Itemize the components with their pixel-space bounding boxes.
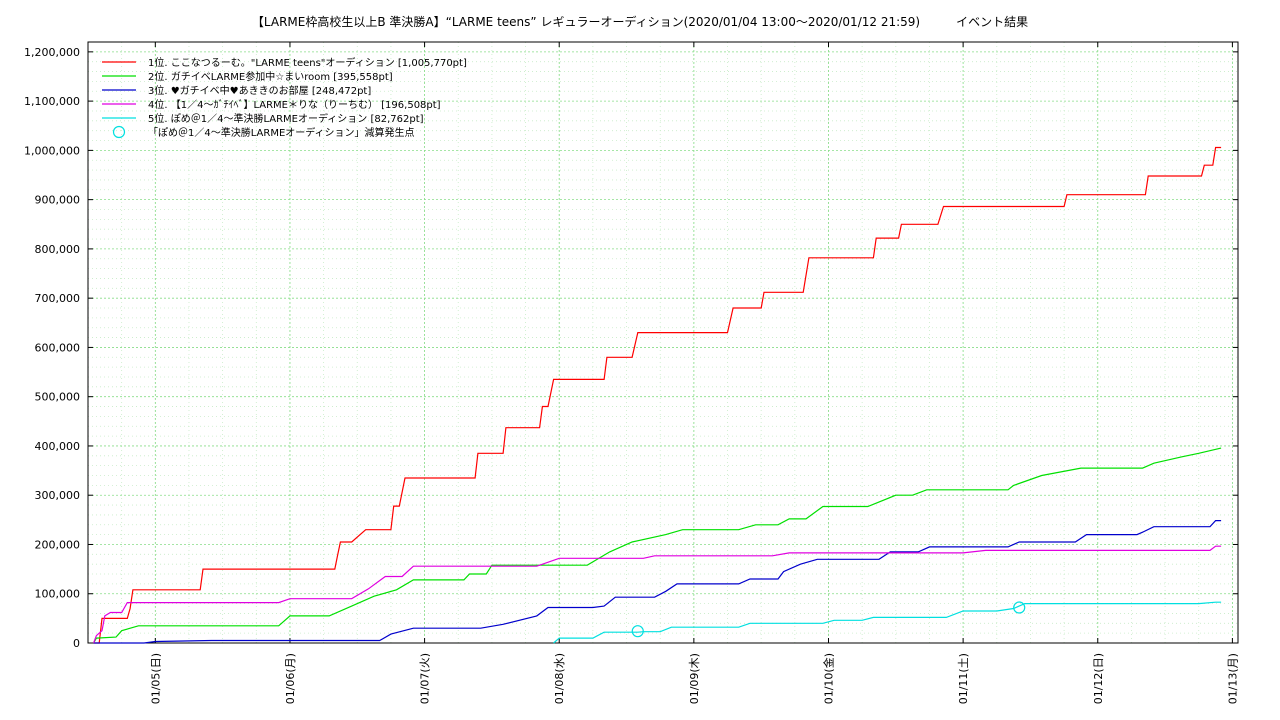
y-tick-label: 700,000 bbox=[35, 292, 81, 305]
x-tick-label: 01/09(木) bbox=[688, 653, 701, 704]
x-tick-label: 01/12(日) bbox=[1092, 653, 1105, 704]
x-tick-label: 01/06(月) bbox=[284, 653, 297, 704]
x-tick-label: 01/05(日) bbox=[149, 653, 162, 704]
chart-title: 【LARME枠高校生以上B 準決勝A】“LARME teens” レギュラーオー… bbox=[251, 15, 1029, 29]
y-tick-label: 200,000 bbox=[35, 538, 81, 551]
y-tick-label: 1,100,000 bbox=[24, 95, 80, 108]
x-tick-label: 01/07(火) bbox=[419, 653, 432, 704]
y-tick-label: 0 bbox=[73, 637, 80, 650]
y-tick-label: 600,000 bbox=[35, 341, 81, 354]
series-line-3 bbox=[93, 519, 1222, 644]
legend-label: 5位. ぽめ＠1／4〜準決勝LARMEオーディション [82,762pt] bbox=[148, 112, 424, 125]
series-line-1 bbox=[93, 146, 1222, 644]
series-line-4 bbox=[93, 545, 1222, 644]
axis-layer: 0 100,000 200,000 300,000 400,000 500,000 600,… bbox=[24, 41, 1239, 704]
y-tick-label: 900,000 bbox=[35, 194, 81, 207]
x-tick-label: 01/08(水) bbox=[553, 653, 566, 704]
series-line-5 bbox=[553, 601, 1222, 644]
legend-label: 1位. ここなつるーむ。"LARME teens"オーディション [1,005,… bbox=[148, 56, 467, 69]
x-tick-label: 01/11(土) bbox=[957, 653, 970, 704]
legend-marker-swatch bbox=[112, 125, 126, 139]
y-tick-label: 300,000 bbox=[35, 489, 81, 502]
legend-label: 3位. ♥ガチイベ中♥あききのお部屋 [248,472pt] bbox=[148, 84, 371, 97]
decrease-marker bbox=[1013, 601, 1026, 614]
y-tick-label: 500,000 bbox=[35, 391, 81, 404]
y-tick-label: 1,000,000 bbox=[24, 144, 80, 157]
legend: 1位. ここなつるーむ。"LARME teens"オーディション [1,005,… bbox=[102, 56, 467, 139]
series-layer bbox=[93, 146, 1222, 644]
legend-label: 「ぽめ＠1／4〜準決勝LARMEオーディション」減算発生点 bbox=[148, 126, 415, 139]
y-tick-label: 100,000 bbox=[35, 588, 81, 601]
y-tick-label: 1,200,000 bbox=[24, 46, 80, 59]
decrease-marker bbox=[631, 625, 644, 638]
x-tick-label: 01/10(金) bbox=[821, 653, 835, 704]
x-tick-label: 01/13(月) bbox=[1226, 653, 1239, 704]
series-line-2 bbox=[93, 447, 1222, 644]
legend-label: 4位. 【1／4〜ｶﾞﾁｲﾍﾞ】LARME＊りな（りーちむ） [196,508p… bbox=[148, 98, 441, 111]
plot-border bbox=[87, 41, 1239, 644]
y-tick-label: 400,000 bbox=[35, 440, 81, 453]
legend-label: 2位. ガチイベLARME参加中☆まいroom [395,558pt] bbox=[148, 70, 393, 83]
marker-layer bbox=[631, 601, 1026, 638]
y-tick-label: 800,000 bbox=[35, 243, 81, 256]
